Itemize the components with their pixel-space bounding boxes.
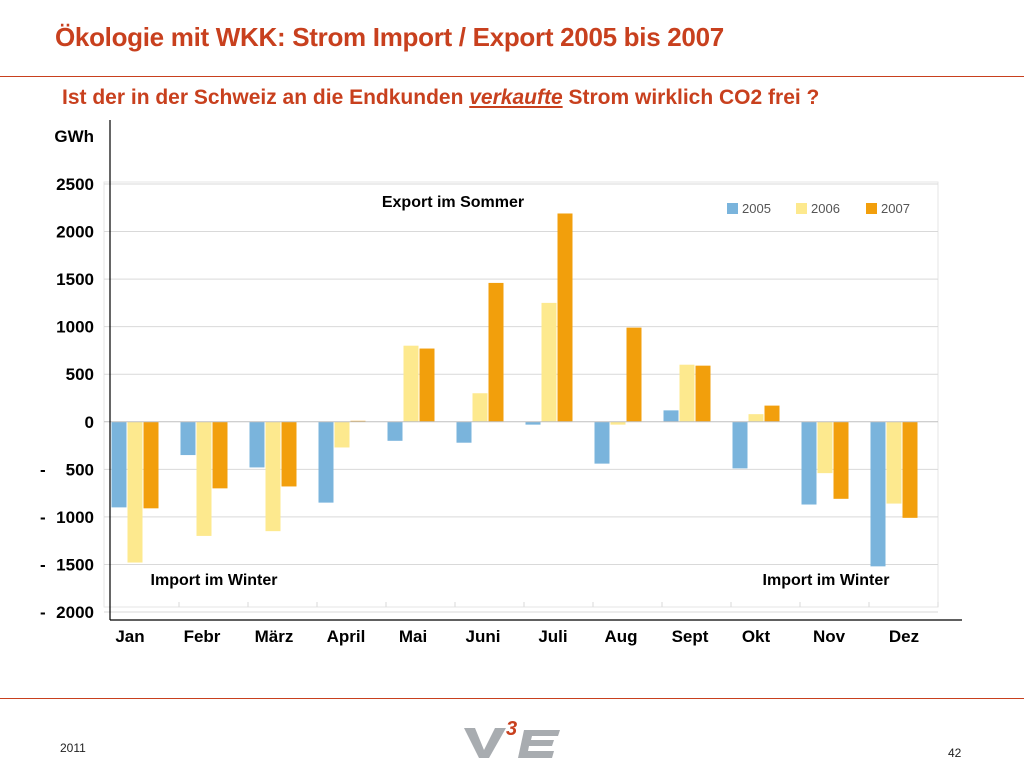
- y-tick-label: 500: [66, 365, 94, 384]
- bar-2006-Aug: [610, 421, 626, 425]
- annotation-import_right: Import im Winter: [763, 572, 890, 589]
- y-axis-label: GWh: [54, 127, 94, 146]
- subtitle-text-start: Ist der in der Schweiz an die Endkunden: [62, 86, 470, 109]
- title-divider: [0, 76, 1024, 77]
- y-tick-label: 0: [85, 413, 94, 432]
- slide-subtitle: Ist der in der Schweiz an die Endkunden …: [62, 86, 819, 110]
- bar-2007-Juli: [557, 213, 573, 422]
- bar-2007-Nov: [833, 421, 849, 499]
- x-tick-label-Nov: Nov: [813, 627, 846, 646]
- bar-2006-Dez: [886, 421, 902, 504]
- x-tick-label-Okt: Okt: [742, 627, 771, 646]
- v3e-logo: 3: [464, 718, 560, 758]
- import-export-chart: Export im Sommer Import im Winter Import i…: [40, 120, 962, 646]
- bar-2006-Sept: [679, 364, 695, 422]
- y-tick-sign: -: [40, 603, 46, 622]
- bar-2006-Juli: [541, 302, 557, 422]
- bar-2005-Sept: [663, 410, 679, 422]
- bar-2007-Okt: [764, 405, 780, 422]
- page-number: 42: [948, 746, 962, 760]
- x-tick-label-April: April: [327, 627, 366, 646]
- bar-2005-Mai: [387, 421, 403, 441]
- bar-2005-Okt: [732, 421, 748, 469]
- y-tick-label: 1000: [56, 318, 94, 337]
- bar-2005-Dez: [870, 421, 886, 567]
- subtitle-text-end: Strom wirklich CO2 frei ?: [562, 86, 820, 109]
- bar-2006-Nov: [817, 421, 833, 474]
- bar-2006-Okt: [748, 414, 764, 422]
- bar-2005-Febr: [180, 421, 196, 456]
- y-tick-label: 500: [66, 460, 94, 479]
- subtitle-emphasis: verkaufte: [469, 86, 563, 109]
- bar-2005-März: [249, 421, 265, 468]
- y-tick-sign: -: [40, 555, 46, 574]
- footer-divider: [0, 698, 1024, 699]
- y-tick-sign: -: [40, 460, 46, 479]
- y-tick-label: 1500: [56, 270, 94, 289]
- bar-2005-Juni: [456, 421, 472, 443]
- bar-2007-Mai: [419, 348, 435, 422]
- bar-2006-Febr: [196, 421, 212, 536]
- y-tick-label: 2000: [56, 223, 94, 242]
- legend-label-2006: 2006: [811, 201, 840, 216]
- bar-2007-Juni: [488, 282, 504, 422]
- svg-text:3: 3: [506, 718, 517, 740]
- bar-2005-Nov: [801, 421, 817, 505]
- y-tick-label: 1000: [56, 508, 94, 527]
- legend-swatch-2006: [796, 203, 807, 214]
- bar-2005-April: [318, 421, 334, 503]
- legend-swatch-2005: [727, 203, 738, 214]
- legend-label-2007: 2007: [881, 201, 910, 216]
- legend-swatch-2007: [866, 203, 877, 214]
- bar-2005-Aug: [594, 421, 610, 464]
- bar-2007-März: [281, 421, 297, 487]
- y-tick-label: 2500: [56, 175, 94, 194]
- bar-2007-Dez: [902, 421, 918, 518]
- plot-frame: [103, 181, 939, 608]
- bar-2007-Febr: [212, 421, 228, 489]
- y-tick-label: 1500: [56, 555, 94, 574]
- bar-2006-Jan: [127, 421, 143, 563]
- x-tick-label-Mai: Mai: [399, 627, 427, 646]
- bar-2006-Mai: [403, 345, 419, 422]
- x-tick-label-Sept: Sept: [672, 627, 709, 646]
- bar-2006-März: [265, 421, 281, 532]
- bar-2007-Jan: [143, 421, 159, 509]
- annotation-export: Export im Sommer: [382, 194, 524, 211]
- x-tick-label-März: März: [255, 627, 294, 646]
- bar-2006-April: [334, 421, 350, 448]
- bar-2005-Juli: [525, 421, 541, 425]
- footer-year: 2011: [60, 741, 86, 755]
- y-tick-sign: -: [40, 508, 46, 527]
- slide-title: Ökologie mit WKK: Strom Import / Export …: [55, 22, 724, 52]
- legend-label-2005: 2005: [742, 201, 771, 216]
- x-tick-label-Juli: Juli: [538, 627, 567, 646]
- x-tick-label-Febr: Febr: [184, 627, 221, 646]
- bar-2005-Jan: [111, 421, 127, 508]
- x-tick-label-Juni: Juni: [466, 627, 501, 646]
- x-tick-label-Aug: Aug: [604, 627, 637, 646]
- annotation-import_left: Import im Winter: [151, 572, 278, 589]
- y-tick-label: 2000: [56, 603, 94, 622]
- bar-2007-Aug: [626, 327, 642, 422]
- x-tick-label-Jan: Jan: [115, 627, 144, 646]
- x-tick-label-Dez: Dez: [889, 627, 919, 646]
- bar-2006-Juni: [472, 393, 488, 422]
- bar-2007-Sept: [695, 365, 711, 422]
